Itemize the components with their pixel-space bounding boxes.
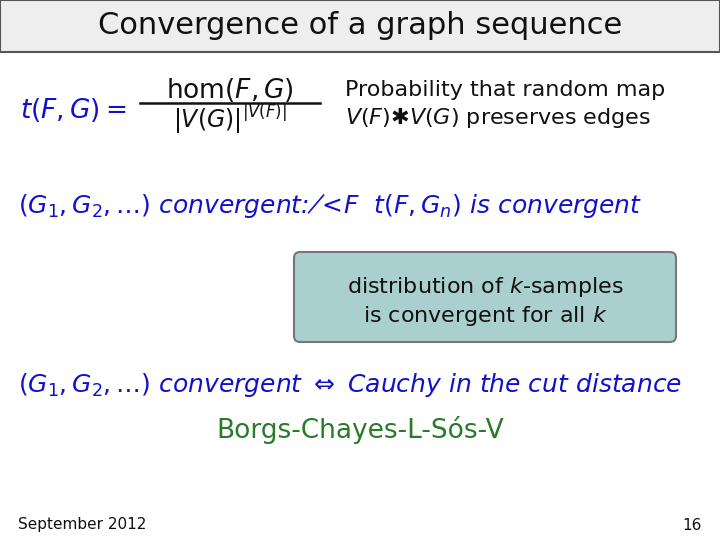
Text: $t(F,G) =$: $t(F,G) =$ [20, 96, 127, 124]
Text: $(G_1,G_2,\ldots)$ convergent:  $\not\!\!<\!F$  $t(F,G_n)$ is convergent: $(G_1,G_2,\ldots)$ convergent: $\not\!\!… [18, 191, 642, 219]
Text: is convergent for all $k$: is convergent for all $k$ [363, 304, 608, 328]
FancyBboxPatch shape [294, 252, 676, 342]
Text: distribution of $k$-samples: distribution of $k$-samples [346, 275, 624, 299]
Bar [0, 0, 720, 52]
Text: Borgs-Chayes-L-Sós-V: Borgs-Chayes-L-Sós-V [216, 416, 504, 444]
Text: $|V(G)|^{|V(F)|}$: $|V(G)|^{|V(F)|}$ [173, 103, 287, 137]
Text: $V(F)$✱$V(G)$ preserves edges: $V(F)$✱$V(G)$ preserves edges [345, 105, 651, 131]
Text: September 2012: September 2012 [18, 517, 146, 532]
Text: $\mathdefault{hom}(F,G)$: $\mathdefault{hom}(F,G)$ [166, 76, 294, 104]
Text: Probability that random map: Probability that random map [345, 80, 665, 100]
Text: 16: 16 [683, 517, 702, 532]
Text: $(G_1,G_2,\ldots)$ convergent $\Leftrightarrow$ Cauchy in the cut distance: $(G_1,G_2,\ldots)$ convergent $\Leftrigh… [18, 371, 682, 399]
Text: Convergence of a graph sequence: Convergence of a graph sequence [98, 11, 622, 40]
